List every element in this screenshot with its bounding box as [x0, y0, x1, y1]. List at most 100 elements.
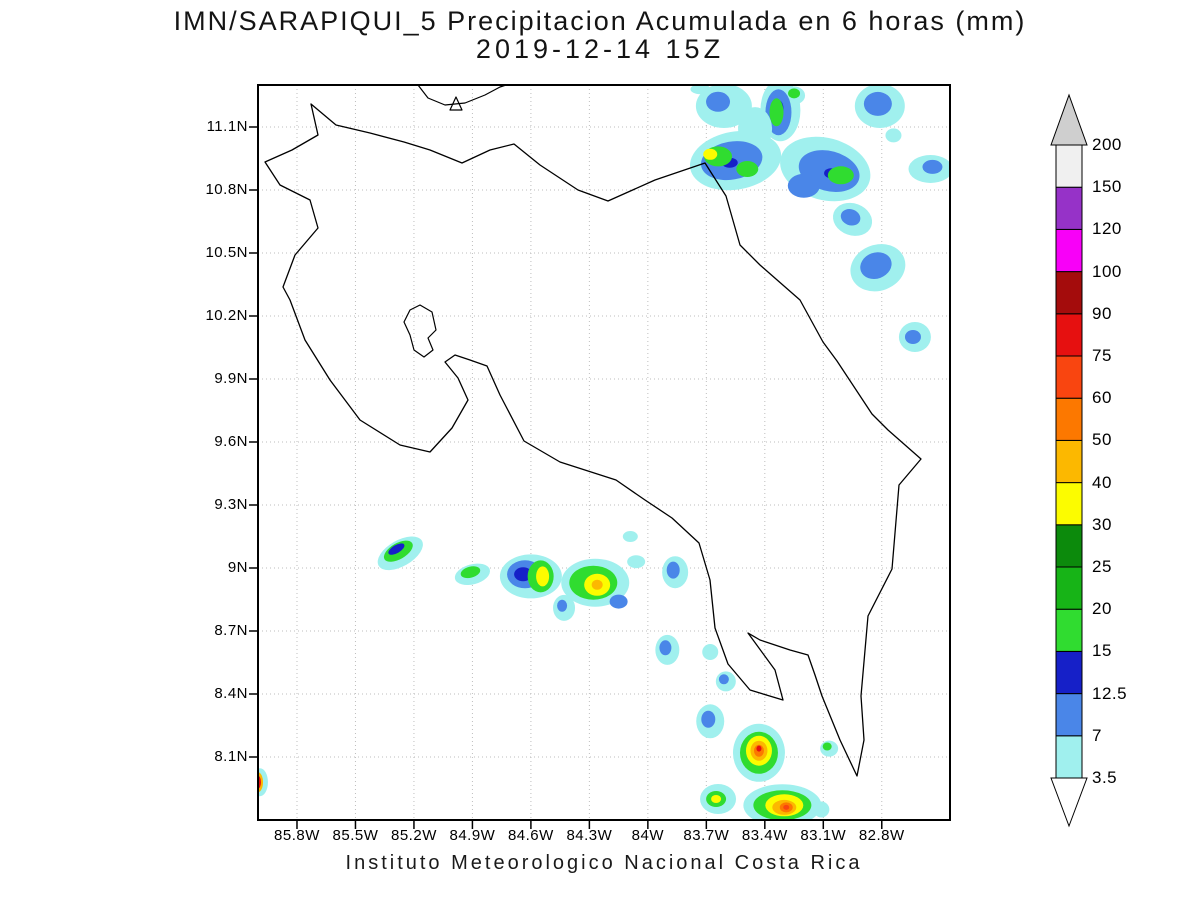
x-tick-label: 82.8W	[858, 827, 905, 844]
precip-cell	[690, 85, 711, 95]
precip-cell	[557, 599, 568, 612]
precip-cell	[769, 98, 784, 127]
x-tick-label: 84W	[631, 827, 665, 844]
x-tick-label: 83.1W	[800, 827, 847, 844]
colorbar-segment	[1055, 524, 1083, 568]
colorbar-level-label: 25	[1092, 557, 1112, 576]
colorbar-segment	[1055, 735, 1083, 779]
colorbar-segment	[1055, 439, 1083, 484]
colorbar-level-label: 20	[1092, 599, 1112, 619]
colorbar-segment	[1055, 144, 1083, 188]
precip-cell	[736, 161, 759, 177]
chart-datetime: 2019-12-14 15Z	[475, 34, 725, 64]
colorbar-segment	[1055, 313, 1083, 357]
colorbar-arrow-bottom	[1050, 777, 1088, 828]
precip-cell	[666, 561, 680, 579]
precip-cell	[703, 148, 718, 160]
precip-cell	[827, 166, 854, 185]
colorbar-segment	[1055, 355, 1083, 399]
islet-marker	[449, 96, 463, 111]
colorbar-level-label: 3.5	[1092, 768, 1118, 787]
precip-cell	[609, 594, 628, 609]
x-tick-label: 85.5W	[332, 827, 379, 844]
precip-cell	[788, 88, 801, 99]
precip-cell	[388, 543, 405, 555]
precip-cell	[706, 91, 731, 112]
y-tick-label: 10.5N	[205, 244, 248, 261]
colorbar-segment	[1055, 566, 1083, 610]
x-tick-label: 84.3W	[566, 827, 613, 844]
map-canvas	[249, 84, 951, 829]
precip-cell	[863, 91, 892, 116]
precip-cell	[627, 555, 646, 569]
precip-cell	[514, 567, 533, 582]
precip-cell	[622, 531, 638, 542]
footer-caption: Instituto Meteorologico Nacional Costa R…	[345, 852, 863, 874]
colorbar-segment	[1055, 650, 1083, 695]
colorbar	[1050, 93, 1088, 828]
precip-cell	[711, 795, 722, 803]
colorbar-level-label: 120	[1092, 219, 1122, 239]
x-tick-label: 85.2W	[391, 827, 437, 844]
colorbar-segment	[1055, 608, 1083, 652]
precip-cell	[702, 644, 719, 660]
precip-cell	[460, 566, 481, 579]
map-frame	[257, 84, 951, 821]
precip-cell	[536, 566, 550, 587]
precip-cell	[718, 674, 729, 685]
precip-cell	[787, 173, 820, 198]
colorbar-level-label: 50	[1092, 430, 1112, 450]
colorbar-level-label: 40	[1092, 472, 1112, 492]
precip-cell	[904, 330, 921, 344]
colorbar-segment	[1055, 693, 1083, 737]
precip-cell	[659, 640, 672, 656]
chart-title: IMN/SARAPIQUI_5 Precipitacion Acumulada …	[173, 6, 1027, 36]
colorbar-segment	[1055, 482, 1083, 526]
colorbar-level-label: 30	[1092, 514, 1112, 534]
colorbar-level-label: 200	[1092, 135, 1122, 154]
y-tick-label: 9.6N	[214, 433, 248, 450]
x-tick-label: 84.9W	[449, 827, 496, 844]
precip-cell	[922, 159, 943, 174]
precip-cell	[840, 209, 861, 226]
colorbar-arrow-top	[1050, 93, 1088, 146]
y-tick-label: 8.7N	[214, 622, 248, 639]
y-tick-label: 10.8N	[205, 181, 248, 198]
y-tick-label: 9N	[227, 559, 248, 576]
precip-cell	[813, 801, 830, 818]
inland-lake-outline	[403, 304, 437, 358]
precip-cell	[701, 710, 716, 728]
colorbar-level-label: 60	[1092, 388, 1112, 408]
axis-ticks	[249, 126, 883, 829]
precip-cell	[885, 128, 902, 143]
colorbar-level-label: 75	[1092, 346, 1112, 365]
colorbar-level-label: 150	[1092, 177, 1122, 197]
y-tick-label: 8.1N	[214, 748, 248, 765]
y-tick-label: 8.4N	[214, 685, 248, 702]
colorbar-level-label: 100	[1092, 261, 1122, 281]
colorbar-level-label: 12.5	[1092, 683, 1128, 703]
y-tick-label: 11.1N	[206, 118, 248, 135]
precipitation-shading	[258, 85, 950, 820]
precip-cell	[860, 252, 892, 279]
colorbar-segment	[1055, 186, 1083, 230]
coastlines	[264, 85, 922, 777]
x-tick-label: 84.6W	[507, 827, 554, 844]
x-tick-label: 83.4W	[741, 827, 788, 844]
colorbar-level-label: 7	[1092, 725, 1102, 745]
precip-cell	[591, 579, 603, 590]
costa-rica-coastline	[264, 103, 922, 777]
colorbar-segment	[1055, 271, 1083, 315]
precip-cell	[783, 804, 790, 810]
colorbar-segment	[1055, 228, 1083, 273]
y-tick-label: 9.3N	[214, 496, 248, 513]
colorbar-level-label: 90	[1092, 303, 1112, 323]
x-tick-label: 83.7W	[683, 827, 730, 844]
colorbar-level-label: 15	[1092, 641, 1112, 661]
precip-cell	[822, 742, 832, 751]
lake-nicaragua-shore	[417, 85, 507, 106]
x-tick-label: 85.8W	[274, 827, 320, 844]
y-tick-label: 9.9N	[214, 370, 248, 387]
colorbar-segment	[1055, 397, 1083, 441]
